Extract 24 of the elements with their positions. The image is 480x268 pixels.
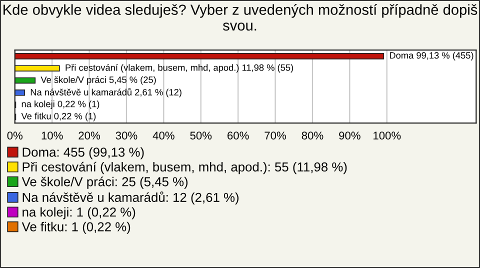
data-label: Doma 99,13 % (455)	[390, 52, 474, 60]
x-tick-label: 90%	[339, 132, 360, 140]
data-label: na koleji 0,22 % (1)	[22, 100, 100, 110]
legend-label: Při cestování (vlakem, busem, mhd, apod.): 55 (11,98 %)	[22, 162, 347, 174]
x-tick-label: 40%	[152, 132, 174, 140]
x-tick-label: 30%	[116, 132, 138, 140]
x-tick-label: 100%	[374, 132, 401, 140]
legend-label: Na návštěvě u kamarádů: 12 (2,61 %)	[22, 191, 239, 205]
x-tick-label: 10%	[42, 132, 63, 140]
x-tick-label: 70%	[264, 132, 286, 140]
legend-label: Ve fitku: 1 (0,22 %)	[22, 222, 130, 234]
data-label: Na návštěvě u kamarádů 2,61 % (12)	[30, 88, 182, 98]
x-tick-label: 80%	[302, 132, 324, 140]
data-label: Při cestování (vlakem, busem, mhd, apod.) 11,98 % (55)	[66, 64, 294, 73]
data-label: Ve škole/V práci 5,45 % (25)	[40, 76, 156, 85]
chart-title: Kde obvykle videa sleduješ? Vyber z uvedených možností případně dopiš svou.	[4, 4, 478, 31]
x-tick-label: 20%	[78, 132, 100, 140]
x-tick-label: 0%	[7, 132, 23, 140]
x-tick-label: 50%	[190, 132, 212, 140]
legend-label: Doma: 455 (99,13 %)	[22, 147, 144, 160]
data-label: Ve fitku 0,22 % (1)	[21, 112, 96, 122]
legend-label: na koleji: 1 (0,22 %)	[22, 207, 136, 220]
x-tick-label: 60%	[228, 132, 249, 140]
legend-label: Ve škole/V práci: 25 (5,45 %)	[22, 176, 188, 189]
